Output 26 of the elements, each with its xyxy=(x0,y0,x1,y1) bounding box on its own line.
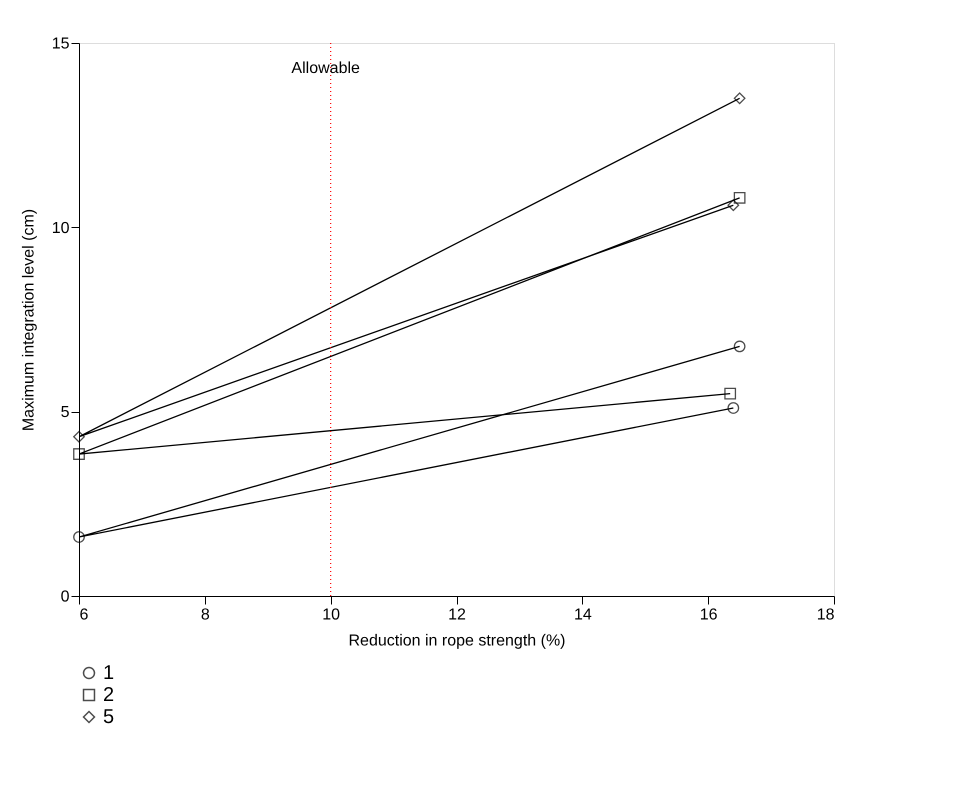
x-tick-label: 8 xyxy=(200,606,210,624)
ref-line-label: Allowable xyxy=(291,60,360,77)
y-axis-title: Maximum integration level (cm) xyxy=(20,208,38,432)
point xyxy=(73,430,85,443)
x-tick-label: 6 xyxy=(80,606,88,624)
point xyxy=(734,92,746,104)
point xyxy=(73,531,85,543)
x-tick-label: 14 xyxy=(574,606,592,624)
point xyxy=(734,340,746,352)
y-tick-label: 15 xyxy=(52,36,70,52)
x-axis-title: Reduction in rope strength (%) xyxy=(348,632,566,650)
point xyxy=(727,199,740,212)
legend-label: 1 xyxy=(103,662,114,684)
point xyxy=(73,448,85,460)
point xyxy=(727,402,740,414)
y-tick-label: 0 xyxy=(60,588,70,606)
legend-label: 2 xyxy=(103,684,114,706)
x-tick-label: 18 xyxy=(816,606,835,624)
point xyxy=(734,192,746,204)
y-tick-label: 5 xyxy=(60,404,70,422)
y-tick-label: 10 xyxy=(52,220,70,237)
point xyxy=(724,388,736,400)
x-tick-label: 16 xyxy=(700,606,718,624)
x-tick-label: 12 xyxy=(448,606,466,624)
legend-label: 5 xyxy=(103,706,114,728)
x-tick-label: 10 xyxy=(322,606,340,624)
